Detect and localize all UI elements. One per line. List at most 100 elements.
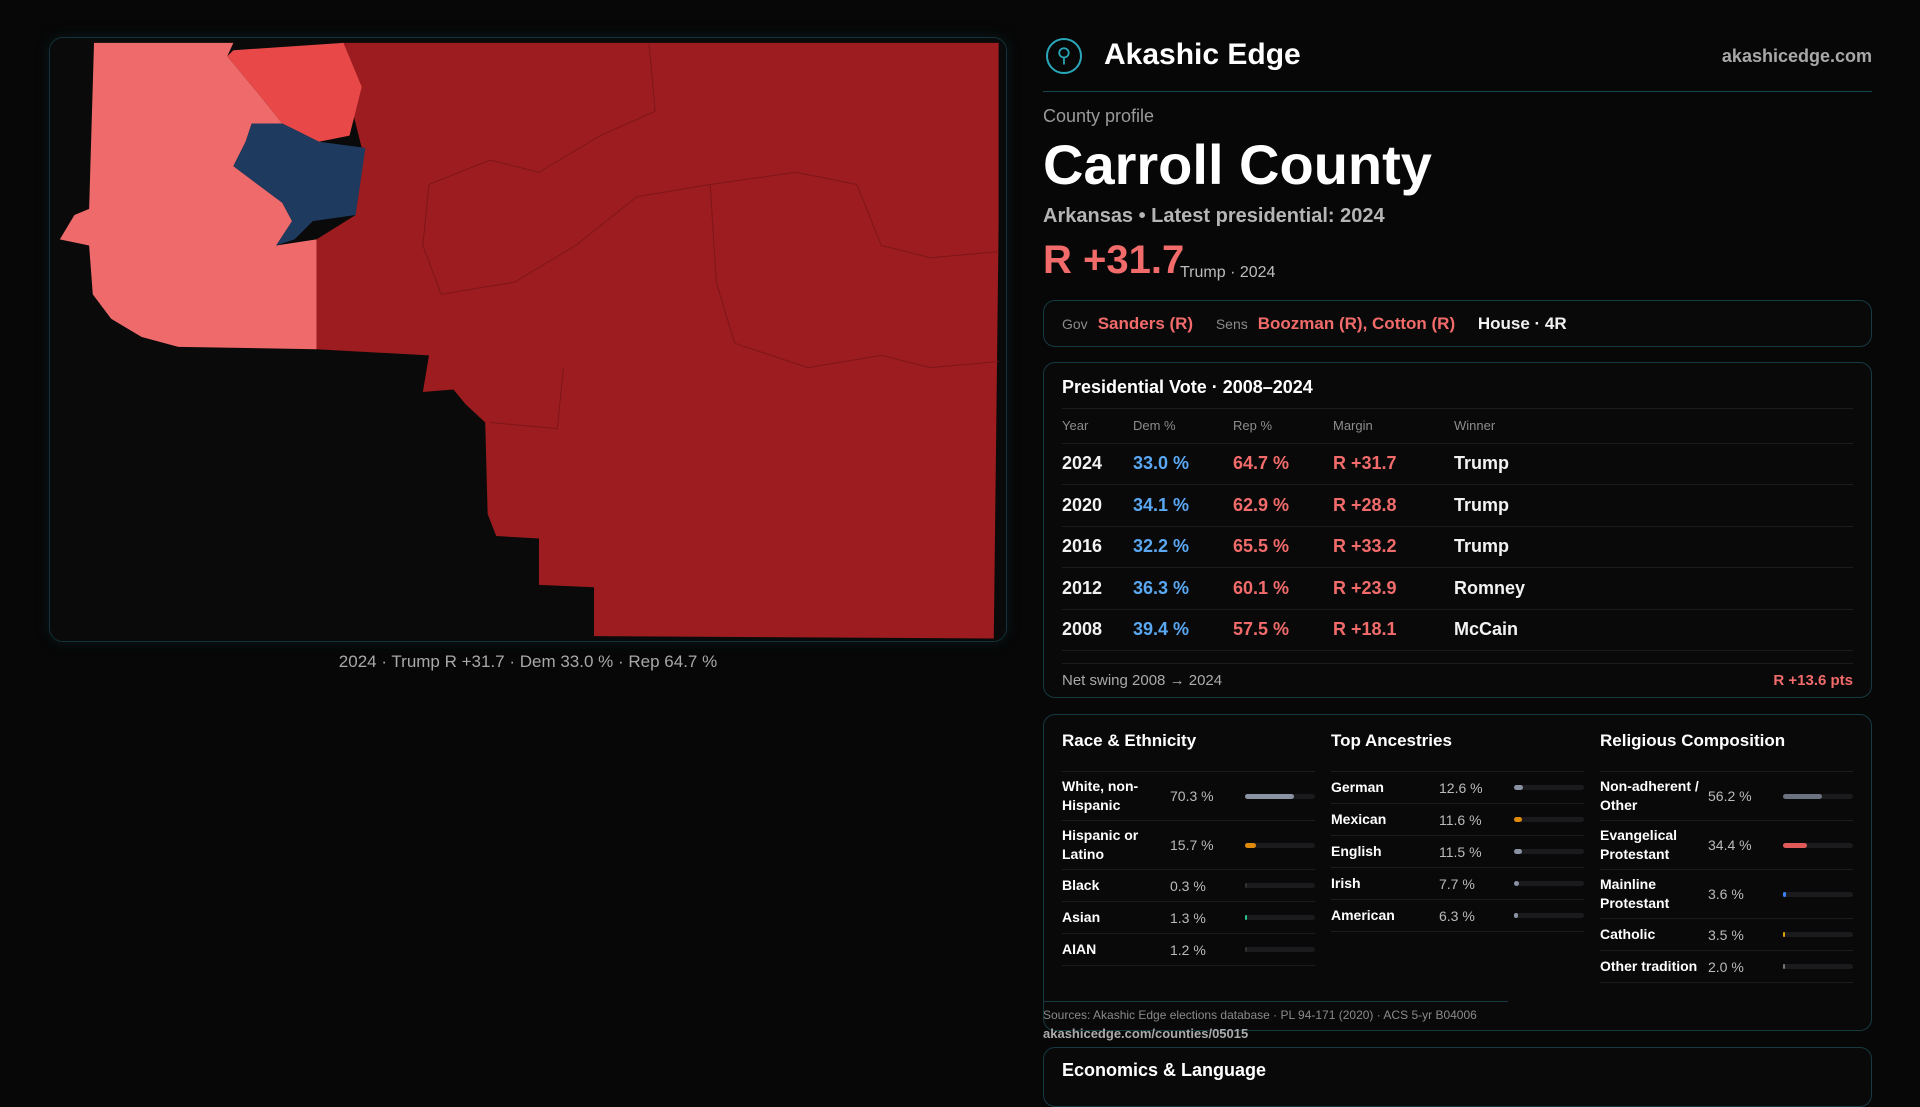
vote-row: 2020 34.1 % 62.9 % R +28.8 Trump <box>1062 484 1853 527</box>
vote-row: 2008 39.4 % 57.5 % R +18.1 McCain <box>1062 609 1853 651</box>
ancestry-bar-fill <box>1514 849 1523 854</box>
map-region-dem[interactable] <box>233 123 366 246</box>
vote-winner: Trump <box>1454 443 1853 485</box>
col-dem: Dem % <box>1133 409 1233 444</box>
religion-bar-fill <box>1783 891 1786 897</box>
map-region-mid-r[interactable] <box>227 42 362 142</box>
ancestry-bar <box>1514 785 1584 790</box>
race-row: Hispanic or Latino 15.7 % <box>1062 821 1315 870</box>
race-column: Race & Ethnicity White, non-Hispanic 70.3 … <box>1062 729 1315 983</box>
race-bar <box>1245 915 1315 920</box>
vote-year: 2012 <box>1062 567 1133 610</box>
ancestry-pct: 11.6 % <box>1439 811 1482 828</box>
religion-name: Other tradition <box>1600 958 1698 974</box>
map-region-strong-r[interactable] <box>316 42 999 639</box>
vote-rep: 57.5 % <box>1233 609 1333 651</box>
net-swing: Net swing 2008 → 2024 R +13.6 pts <box>1062 663 1853 689</box>
religion-pct: 56.2 % <box>1708 788 1752 804</box>
latest-margin-sub: Trump · 2024 <box>1180 264 1276 281</box>
net-swing-label: Net swing 2008 → 2024 <box>1062 672 1223 689</box>
senators: Boozman (R), Cotton (R) <box>1257 314 1456 333</box>
ancestry-bar-fill <box>1514 913 1519 918</box>
ancestry-row: Irish 7.7 % <box>1331 868 1584 900</box>
race-pct: 70.3 % <box>1170 788 1214 804</box>
race-name: White, non-Hispanic <box>1062 778 1139 813</box>
religion-bar <box>1783 842 1853 848</box>
ancestry-name: German <box>1331 779 1384 795</box>
page-title: Carroll County <box>1043 133 1432 196</box>
vote-year: 2020 <box>1062 484 1133 527</box>
race-title: Race & Ethnicity <box>1062 729 1315 772</box>
akashic-logo-icon: ⚲ <box>1046 38 1082 74</box>
ancestry-bar-fill <box>1514 817 1523 822</box>
race-pct: 1.2 % <box>1170 941 1206 958</box>
vote-margin: R +31.7 <box>1333 443 1454 485</box>
religion-bar-fill <box>1783 964 1785 969</box>
ancestry-row: German 12.6 % <box>1331 772 1584 804</box>
race-pct: 1.3 % <box>1170 909 1206 926</box>
race-bar-fill <box>1245 842 1256 848</box>
governor: Sanders (R) <box>1097 314 1194 333</box>
presidential-vote-panel: Presidential Vote · 2008–2024 Year Dem %… <box>1043 362 1872 698</box>
religion-pct: 34.4 % <box>1708 837 1752 853</box>
race-bar-fill <box>1245 793 1295 799</box>
race-bar <box>1245 793 1315 799</box>
religion-bar <box>1783 891 1853 897</box>
vote-winner: Romney <box>1454 567 1853 610</box>
map-region-lean-r[interactable] <box>59 42 317 350</box>
page-subtitle: Arkansas • Latest presidential: 2024 <box>1043 205 1385 227</box>
gov-label: Gov <box>1062 316 1088 332</box>
ancestry-name: Irish <box>1331 875 1361 891</box>
vote-table: Year Dem % Rep % Margin Winner 2024 33.0 … <box>1062 409 1853 651</box>
site-link[interactable]: akashicedge.com <box>1721 46 1872 66</box>
religion-row: Non-adherent / Other 56.2 % <box>1600 772 1853 821</box>
race-row: White, non-Hispanic 70.3 % <box>1062 772 1315 821</box>
officials-bar: Gov Sanders (R) Sens Boozman (R), Cotton (… <box>1043 300 1872 347</box>
religion-title: Religious Composition <box>1600 729 1853 772</box>
vote-winner: Trump <box>1454 484 1853 527</box>
brand-name: Akashic Edge <box>1104 38 1301 71</box>
race-bar <box>1245 883 1315 888</box>
religion-row: Catholic 3.5 % <box>1600 919 1853 951</box>
page-kicker: County profile <box>1043 106 1155 126</box>
county-map[interactable] <box>49 37 1007 642</box>
race-name: Hispanic or Latino <box>1062 827 1139 862</box>
ancestry-pct: 11.5 % <box>1439 843 1482 860</box>
vote-panel-title: Presidential Vote · 2008–2024 <box>1062 377 1853 409</box>
religion-name: Catholic <box>1600 926 1656 942</box>
col-margin: Margin <box>1333 409 1454 444</box>
religion-pct: 3.6 % <box>1708 886 1744 902</box>
vote-dem: 34.1 % <box>1133 484 1233 527</box>
ancestry-column: Top Ancestries German 12.6 % Mexican 11.6 % E… <box>1331 729 1584 983</box>
race-name: Black <box>1062 877 1100 893</box>
ancestry-bar <box>1514 913 1584 918</box>
net-swing-value: R +13.6 pts <box>1773 672 1853 689</box>
vote-year: 2016 <box>1062 526 1133 568</box>
race-bar-fill <box>1245 947 1247 952</box>
vote-dem: 39.4 % <box>1133 609 1233 651</box>
county-url[interactable]: akashicedge.com/counties/05015 <box>1043 1026 1249 1041</box>
religion-name: Mainline Protestant <box>1600 876 1670 911</box>
map-caption: 2024 · Trump R +31.7 · Dem 33.0 % · Rep … <box>338 652 718 671</box>
ancestry-bar <box>1514 881 1584 886</box>
religion-bar <box>1783 932 1853 937</box>
ancestry-name: English <box>1331 843 1382 859</box>
vote-row: 2024 33.0 % 64.7 % R +31.7 Trump <box>1062 443 1853 485</box>
vote-rep: 60.1 % <box>1233 567 1333 610</box>
ancestry-bar <box>1514 849 1584 854</box>
race-bar <box>1245 947 1315 952</box>
vote-row: 2012 36.3 % 60.1 % R +23.9 Romney <box>1062 567 1853 610</box>
religion-row: Other tradition 2.0 % <box>1600 951 1853 983</box>
race-name: Asian <box>1062 909 1101 925</box>
vote-rep: 65.5 % <box>1233 526 1333 568</box>
religion-pct: 2.0 % <box>1708 958 1744 975</box>
ancestry-row: English 11.5 % <box>1331 836 1584 868</box>
religion-row: Evangelical Protestant 34.4 % <box>1600 821 1853 870</box>
religion-bar-fill <box>1783 842 1808 848</box>
race-pct: 0.3 % <box>1170 877 1206 894</box>
ancestry-name: American <box>1331 907 1395 923</box>
religion-name: Evangelical Protestant <box>1600 827 1678 862</box>
vote-dem: 33.0 % <box>1133 443 1233 485</box>
vote-winner: Trump <box>1454 526 1853 568</box>
race-row: Black 0.3 % <box>1062 870 1315 902</box>
